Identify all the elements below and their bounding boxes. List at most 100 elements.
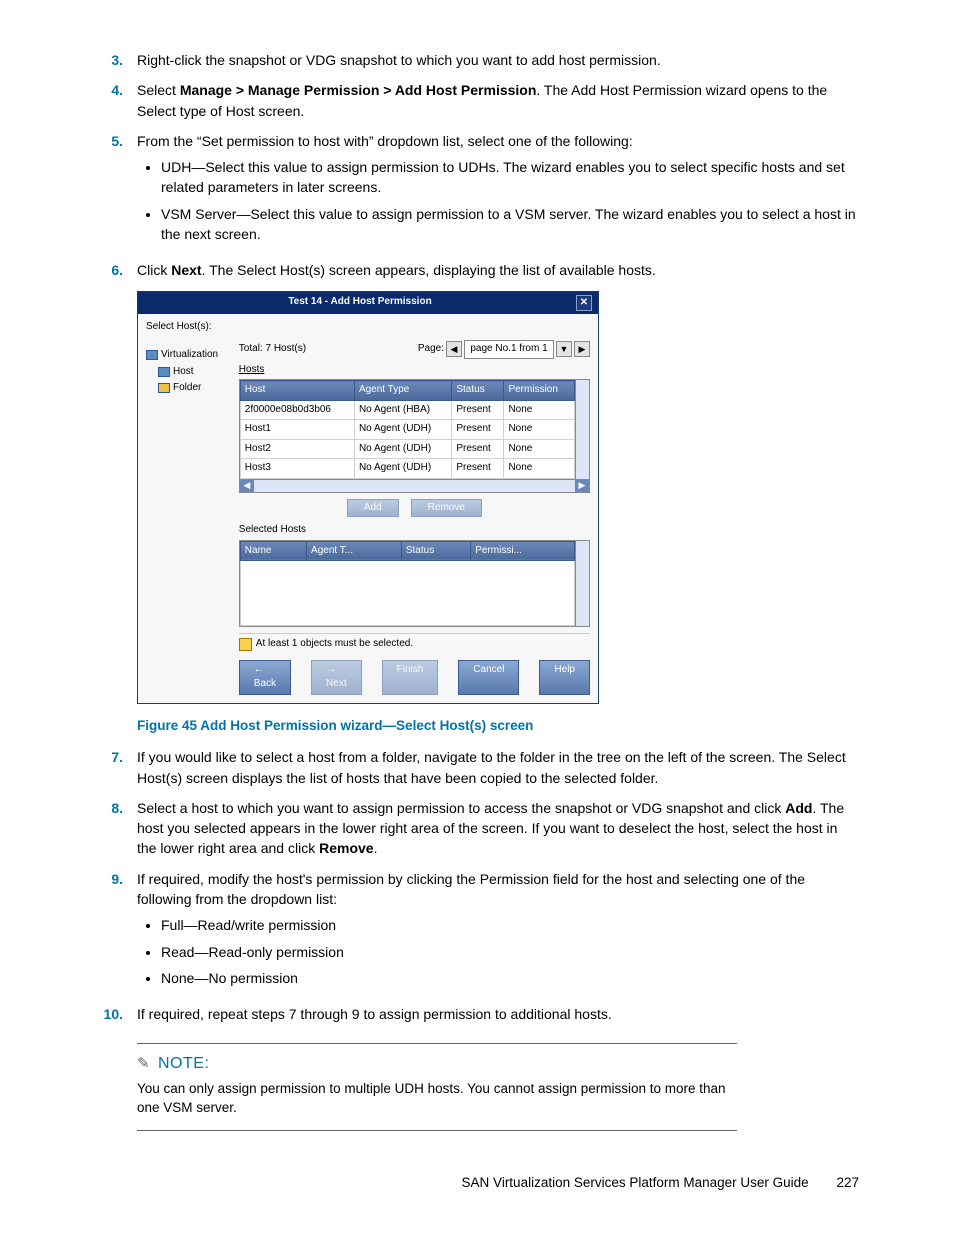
pager: Page: ◀ page No.1 from 1 ▼ ▶: [418, 340, 590, 359]
folder-icon: [158, 383, 170, 393]
scrollbar-vertical[interactable]: [575, 380, 589, 479]
page-number: 227: [836, 1175, 859, 1190]
sub-list: UDH—Select this value to assign permissi…: [161, 157, 859, 244]
wizard-titlebar: Test 14 - Add Host Permission ✕: [138, 292, 598, 314]
cell: No Agent (UDH): [354, 420, 451, 440]
figure-wizard: Test 14 - Add Host Permission ✕ Select H…: [137, 291, 859, 704]
text: .: [374, 840, 378, 856]
selected-hosts-table: Name Agent T... Status Permissi...: [240, 541, 575, 627]
warning-icon: [239, 638, 252, 651]
scrollbar-horizontal[interactable]: ◀▶: [239, 480, 590, 493]
tree-node-folder[interactable]: Folder: [146, 381, 231, 396]
step-number: 4.: [95, 80, 137, 121]
step-text: From the “Set permission to host with” d…: [137, 131, 859, 250]
folder-icon: [146, 350, 158, 360]
remove-button[interactable]: Remove: [411, 499, 482, 518]
cancel-button[interactable]: Cancel: [458, 660, 519, 695]
add-button[interactable]: Add: [347, 499, 399, 518]
step-text: Right-click the snapshot or VDG snapshot…: [137, 50, 859, 70]
step-number: 8.: [95, 798, 137, 859]
list-item: UDH—Select this value to assign permissi…: [161, 157, 859, 198]
hosts-label: Hosts: [239, 363, 590, 378]
table-row[interactable]: Host1No Agent (UDH)PresentNone: [240, 420, 574, 440]
wizard-dialog: Test 14 - Add Host Permission ✕ Select H…: [137, 291, 599, 704]
label: Back: [254, 678, 276, 689]
finish-button[interactable]: Finish: [382, 660, 439, 695]
list-item: None—No permission: [161, 968, 859, 988]
step-text: Select Manage > Manage Permission > Add …: [137, 80, 859, 121]
selected-hosts-label: Selected Hosts: [239, 523, 590, 538]
text: Select a host to which you want to assig…: [137, 800, 785, 816]
menu-path: Manage > Manage Permission > Add Host Pe…: [180, 82, 537, 98]
tree-node-root[interactable]: Virtualization: [146, 348, 231, 363]
cell: None: [504, 400, 574, 420]
step-9: 9. If required, modify the host's permis…: [95, 869, 859, 994]
scroll-right-icon[interactable]: ▶: [575, 480, 589, 492]
col-agent-type[interactable]: Agent T...: [307, 541, 402, 561]
remove-label: Remove: [319, 840, 373, 856]
list-item: Full—Read/write permission: [161, 915, 859, 935]
label: Next: [326, 678, 347, 689]
step-text: If required, modify the host's permissio…: [137, 869, 859, 994]
table-header-row: Name Agent T... Status Permissi...: [240, 541, 574, 561]
table-row[interactable]: 2f0000e08b0d3b06No Agent (HBA)PresentNon…: [240, 400, 574, 420]
warning-bar: At least 1 objects must be selected.: [239, 633, 590, 652]
step-text: Click Next. The Select Host(s) screen ap…: [137, 260, 859, 280]
page-next-button[interactable]: ▶: [574, 341, 590, 357]
note-heading: ✎ NOTE:: [137, 1052, 737, 1075]
table-row[interactable]: Host3No Agent (UDH)PresentNone: [240, 459, 574, 479]
scrollbar-vertical[interactable]: [575, 541, 589, 627]
selected-hosts-table-wrap: Name Agent T... Status Permissi...: [239, 540, 590, 628]
next-button[interactable]: → Next: [311, 660, 362, 695]
col-agent-type[interactable]: Agent Type: [354, 381, 451, 401]
warning-text: At least 1 objects must be selected.: [256, 637, 413, 652]
wizard-title: Test 14 - Add Host Permission: [144, 295, 576, 310]
page-label: Page:: [418, 342, 444, 357]
note-heading-text: NOTE:: [158, 1052, 209, 1075]
step-number: 9.: [95, 869, 137, 994]
scroll-left-icon[interactable]: ◀: [240, 480, 254, 492]
hosts-table: Host Agent Type Status Permission 2f0000…: [240, 380, 575, 479]
help-button[interactable]: Help: [539, 660, 590, 695]
list-item: VSM Server—Select this value to assign p…: [161, 204, 859, 245]
page-input[interactable]: page No.1 from 1: [464, 340, 554, 359]
next-label: Next: [171, 262, 201, 278]
text: Click: [137, 262, 171, 278]
col-status[interactable]: Status: [401, 541, 470, 561]
cell: No Agent (UDH): [354, 439, 451, 459]
select-hosts-label: Select Host(s):: [146, 320, 590, 335]
cell: No Agent (UDH): [354, 459, 451, 479]
step-10: 10. If required, repeat steps 7 through …: [95, 1004, 859, 1024]
col-permission[interactable]: Permissi...: [471, 541, 574, 561]
table-header-row: Host Agent Type Status Permission: [240, 381, 574, 401]
col-host[interactable]: Host: [240, 381, 354, 401]
step-number: 3.: [95, 50, 137, 70]
tree-node-host[interactable]: Host: [146, 365, 231, 380]
note-icon: ✎: [137, 1056, 152, 1071]
table-row[interactable]: Host2No Agent (UDH)PresentNone: [240, 439, 574, 459]
page-dropdown-button[interactable]: ▼: [556, 341, 572, 357]
text: If required, modify the host's permissio…: [137, 871, 805, 907]
list-item: Read—Read-only permission: [161, 942, 859, 962]
step-text: Select a host to which you want to assig…: [137, 798, 859, 859]
col-permission[interactable]: Permission: [504, 381, 574, 401]
step-4: 4. Select Manage > Manage Permission > A…: [95, 80, 859, 121]
sub-list: Full—Read/write permission Read—Read-onl…: [161, 915, 859, 988]
page-prev-button[interactable]: ◀: [446, 341, 462, 357]
step-8: 8. Select a host to which you want to as…: [95, 798, 859, 859]
tree-label: Virtualization: [161, 348, 218, 363]
step-number: 7.: [95, 747, 137, 788]
col-name[interactable]: Name: [240, 541, 306, 561]
close-icon[interactable]: ✕: [576, 295, 592, 311]
tree-label: Host: [173, 365, 194, 380]
cell: Present: [452, 459, 504, 479]
cell: Host2: [240, 439, 354, 459]
step-5: 5. From the “Set permission to host with…: [95, 131, 859, 250]
tree-label: Folder: [173, 381, 201, 396]
cell: None: [504, 420, 574, 440]
col-status[interactable]: Status: [452, 381, 504, 401]
table-row-empty: [240, 561, 574, 626]
page-footer: SAN Virtualization Services Platform Man…: [462, 1173, 859, 1193]
cell: None: [504, 439, 574, 459]
back-button[interactable]: ← Back: [239, 660, 291, 695]
